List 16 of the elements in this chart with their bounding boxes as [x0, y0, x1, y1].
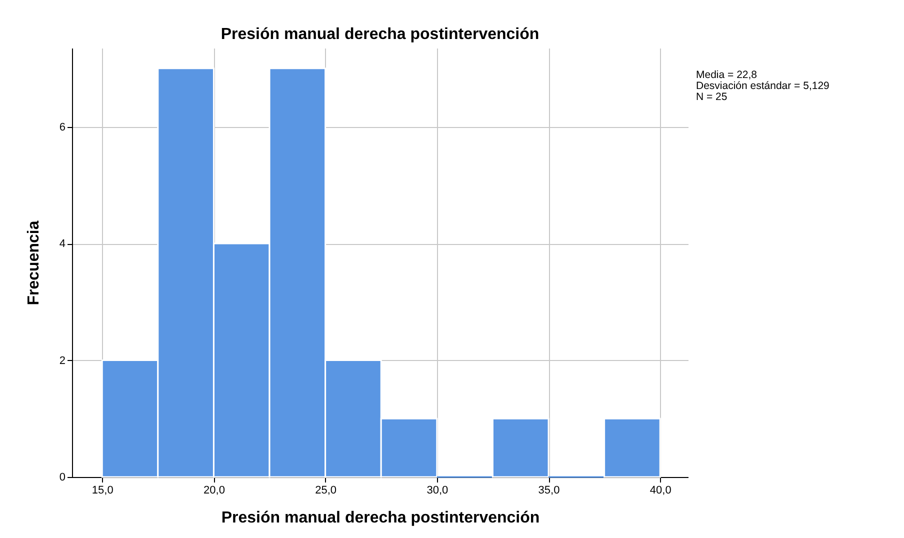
x-axis-title: Presión manual derecha postintervención	[221, 510, 540, 526]
text: Media = 22,8	[696, 69, 758, 81]
y-tick-label: 6	[59, 121, 66, 134]
y-axis-title: Frecuencia	[25, 220, 42, 306]
x-tick-label: 25,0	[315, 484, 337, 496]
x-tick-label: 20,0	[204, 484, 225, 496]
x-tick-label: 30,0	[426, 484, 448, 496]
y-tick-label: 4	[59, 238, 66, 250]
chart-title: Presión manual derecha postintervención	[220, 26, 540, 43]
y-tick-label: 0	[59, 472, 66, 484]
x-tick-label: 15,0	[92, 484, 114, 496]
y-tick-label: 2	[59, 354, 66, 367]
x-tick-label: 35,0	[538, 484, 560, 496]
x-tick-label: 40,0	[650, 484, 672, 496]
text: N = 25	[696, 91, 728, 103]
text: Desviación estándar = 5,129	[696, 80, 830, 92]
